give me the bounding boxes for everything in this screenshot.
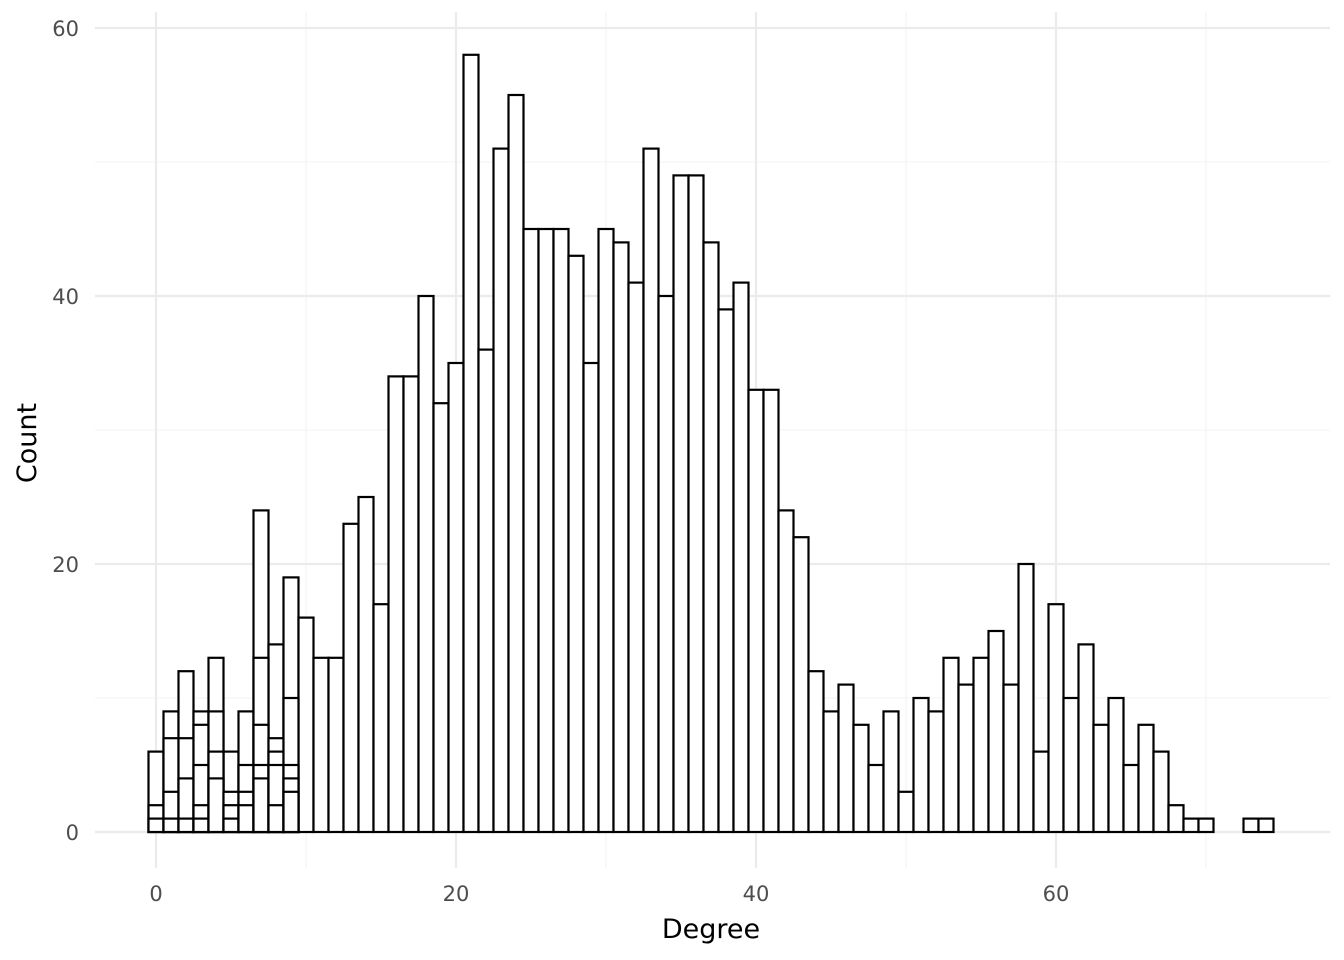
- y-tick-label: 40: [52, 285, 79, 309]
- histogram-overlay-bar: [147, 817, 165, 834]
- tick-labels: 0 20 40 60 0 20 40 60: [52, 17, 1069, 906]
- histogram-bar: [687, 174, 705, 834]
- histogram-overlay-bar: [177, 817, 195, 834]
- histogram-bar: [852, 723, 870, 834]
- histogram-bar: [537, 227, 555, 834]
- histogram-bar: [837, 683, 855, 834]
- histogram-bar: [1032, 750, 1050, 834]
- histogram-bar: [897, 790, 915, 834]
- histogram-bars: [147, 53, 1275, 834]
- histogram-bar: [1257, 817, 1275, 834]
- histogram-bar: [942, 656, 960, 834]
- histogram-bar: [1107, 696, 1125, 834]
- histogram-bar: [402, 375, 420, 834]
- histogram-bar: [1167, 804, 1185, 834]
- histogram-bar: [357, 495, 375, 834]
- histogram-bar: [762, 388, 780, 834]
- histogram-bar: [477, 348, 495, 834]
- histogram-bar: [1092, 723, 1110, 834]
- histogram-overlay-bars: [147, 656, 300, 834]
- histogram-bar: [1122, 763, 1140, 834]
- histogram-bar: [1197, 817, 1215, 834]
- histogram-bar: [1152, 750, 1170, 834]
- histogram-bar: [1002, 683, 1020, 834]
- histogram-bar: [972, 656, 990, 834]
- histogram-bar: [642, 147, 660, 834]
- histogram-bar: [747, 388, 765, 834]
- histogram-bar: [552, 227, 570, 834]
- histogram-bar: [342, 522, 360, 834]
- histogram-bar: [327, 656, 345, 834]
- x-axis-title: Degree: [662, 914, 760, 945]
- y-tick-label: 20: [52, 553, 79, 577]
- histogram-overlay-bar: [252, 777, 270, 834]
- histogram-bar: [987, 629, 1005, 834]
- y-tick-label: 60: [52, 17, 79, 41]
- histogram-bar: [432, 402, 450, 834]
- histogram-bar: [927, 710, 945, 834]
- histogram-bar: [1047, 603, 1065, 834]
- histogram-bar: [1062, 696, 1080, 834]
- histogram-overlay-bar: [222, 817, 240, 834]
- y-axis-title: Count: [12, 403, 43, 483]
- histogram-bar: [732, 281, 750, 834]
- histogram-bar: [417, 294, 435, 834]
- histogram-bar: [777, 509, 795, 834]
- histogram-bar: [297, 616, 315, 834]
- histogram-bar: [957, 683, 975, 834]
- histogram-bar: [447, 361, 465, 834]
- histogram-bar: [1137, 723, 1155, 834]
- x-tick-label: 20: [443, 882, 470, 906]
- histogram-bar: [657, 294, 675, 834]
- histogram-bar: [507, 93, 525, 834]
- histogram-overlay-bar: [267, 804, 285, 834]
- histogram-bar: [567, 254, 585, 834]
- histogram-bar: [1182, 817, 1200, 834]
- histogram-bar: [612, 241, 630, 834]
- x-tick-label: 0: [149, 882, 162, 906]
- histogram-bar: [522, 227, 540, 834]
- histogram-overlay-bar: [162, 817, 180, 834]
- histogram-bar: [867, 763, 885, 834]
- y-tick-label: 0: [66, 821, 79, 845]
- histogram-bar: [792, 536, 810, 834]
- x-tick-label: 60: [1043, 882, 1070, 906]
- histogram-bar: [912, 696, 930, 834]
- histogram-bar: [597, 227, 615, 834]
- histogram-bar: [492, 147, 510, 834]
- histogram-bar: [672, 174, 690, 834]
- histogram-bar: [822, 710, 840, 834]
- x-tick-label: 40: [743, 882, 770, 906]
- histogram-overlay-bar: [192, 817, 210, 834]
- histogram-overlay-bar: [237, 804, 255, 834]
- histogram-bar: [462, 53, 480, 834]
- histogram-bar: [1077, 643, 1095, 834]
- histogram-bar: [882, 710, 900, 834]
- histogram-bar: [717, 308, 735, 834]
- histogram-bar: [372, 603, 390, 834]
- histogram-overlay-bar: [207, 777, 225, 834]
- histogram-bar: [702, 241, 720, 834]
- histogram-bar: [627, 281, 645, 834]
- histogram-bar: [312, 656, 330, 834]
- histogram-bar: [387, 375, 405, 834]
- histogram-bar: [1242, 817, 1260, 834]
- histogram-bar: [807, 670, 825, 834]
- histogram-bar: [582, 361, 600, 834]
- histogram-bar: [1017, 562, 1035, 834]
- histogram-overlay-bar: [282, 790, 300, 834]
